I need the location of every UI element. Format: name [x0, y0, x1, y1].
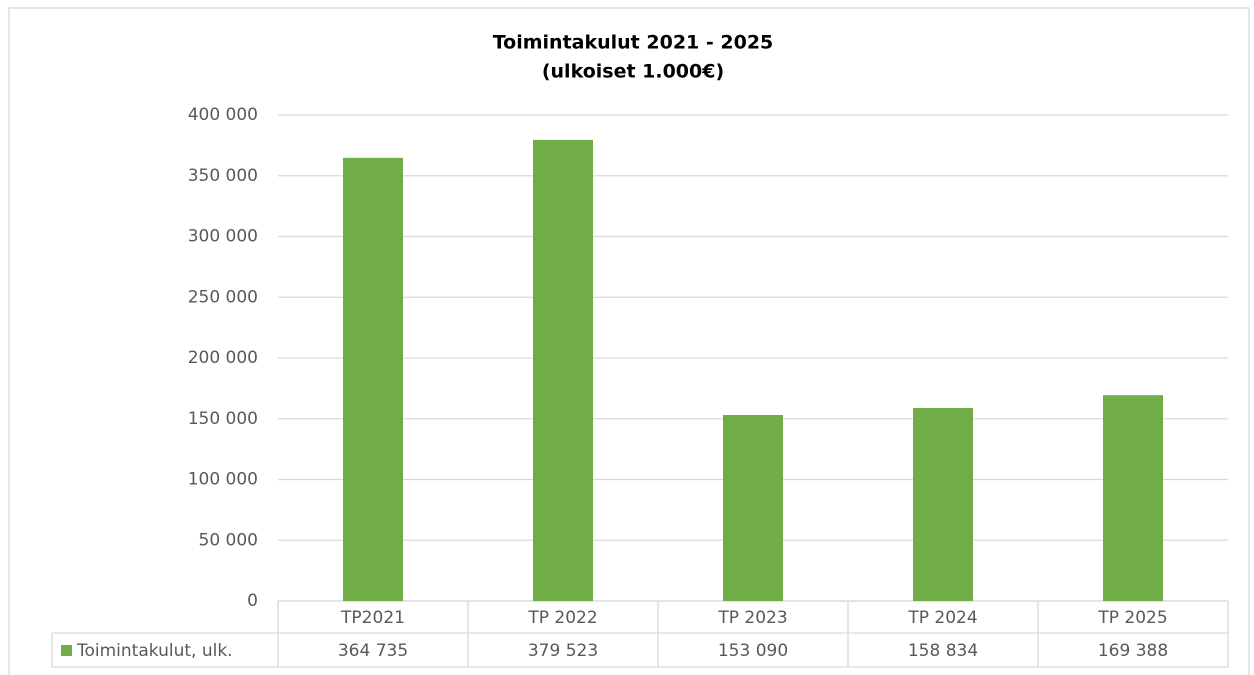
y-tick-label: 300 000 — [188, 227, 258, 247]
x-tick-label: TP 2024 — [907, 608, 977, 628]
bar — [913, 408, 973, 601]
chart-border — [8, 7, 1250, 675]
table-value: 364 735 — [338, 641, 408, 661]
y-tick-label: 50 000 — [199, 530, 258, 550]
x-tick-label: TP 2023 — [717, 608, 787, 628]
legend-swatch — [61, 645, 72, 656]
y-tick-label: 150 000 — [188, 409, 258, 429]
legend-label: Toimintakulut, ulk. — [76, 641, 233, 661]
y-tick-label: 200 000 — [188, 348, 258, 368]
table-value: 158 834 — [908, 641, 978, 661]
x-tick-label: TP 2022 — [527, 608, 597, 628]
y-tick-label: 250 000 — [188, 287, 258, 307]
chart-title: Toimintakulut 2021 - 2025 — [493, 32, 774, 54]
chart-subtitle: (ulkoiset 1.000€) — [542, 61, 724, 83]
y-tick-label: 350 000 — [188, 166, 258, 186]
table-value: 169 388 — [1098, 641, 1168, 661]
x-tick-label: TP2021 — [340, 608, 405, 628]
y-tick-label: 100 000 — [188, 470, 258, 490]
table-value: 153 090 — [718, 641, 788, 661]
table-value: 379 523 — [528, 641, 598, 661]
bar — [723, 414, 783, 601]
bar — [343, 157, 403, 601]
y-tick-label: 0 — [247, 591, 258, 611]
bar — [1103, 395, 1163, 601]
x-tick-label: TP 2025 — [1097, 608, 1167, 628]
y-tick-label: 400 000 — [188, 105, 258, 125]
bar — [533, 139, 593, 601]
